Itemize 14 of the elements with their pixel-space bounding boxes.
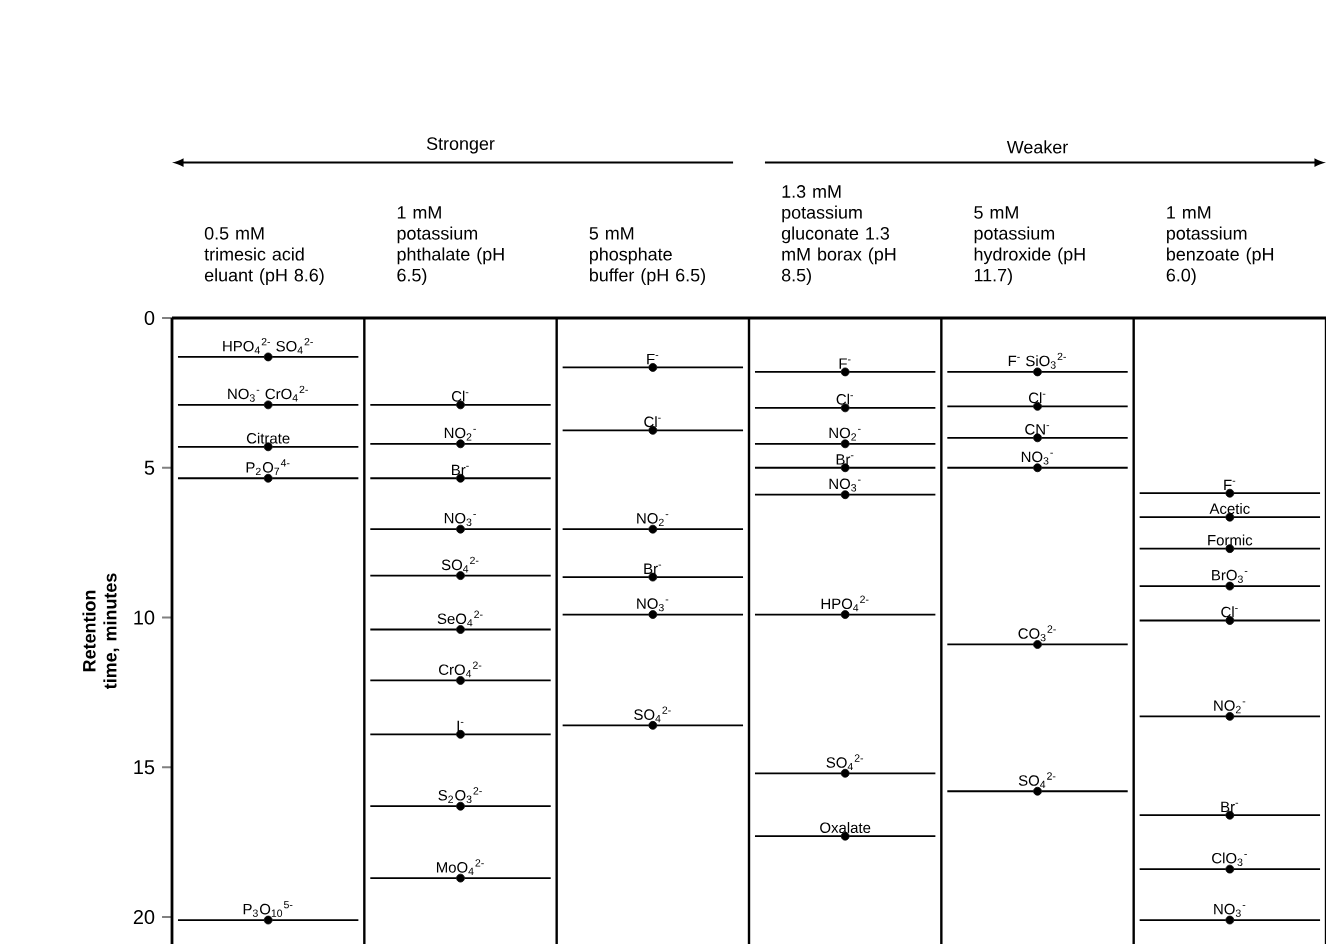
y-tick-label: 15 xyxy=(134,760,155,775)
x-tick-label: 1 mM potassium phthalate (pH 6.5) xyxy=(397,206,504,286)
x-tick-label: 5 mM potassium hydroxide (pH 11.7) xyxy=(974,206,1085,286)
text: Stronger xyxy=(426,137,495,154)
y-tick-label: 5 xyxy=(144,460,155,475)
x-tick-label: 1.3 mM potassium gluconate 1.3 mM borax (pH 8.5) xyxy=(781,185,896,286)
y-tick-label: 0 xyxy=(144,310,155,326)
x-tick-label: 0.5 mM trimesic acid eluant (pH 8.6) xyxy=(204,226,324,286)
text: Weaker xyxy=(1006,140,1068,154)
y-axis-title: Retention time, minutes xyxy=(82,573,120,690)
x-tick-label: 1 mM potassium benzoate (pH 6.0) xyxy=(1166,206,1274,286)
y-tick-label: 10 xyxy=(134,610,155,625)
x-tick-label: 5 mM phosphate buffer (pH 6.5) xyxy=(589,227,705,286)
y-tick-label: 20 xyxy=(133,910,155,925)
